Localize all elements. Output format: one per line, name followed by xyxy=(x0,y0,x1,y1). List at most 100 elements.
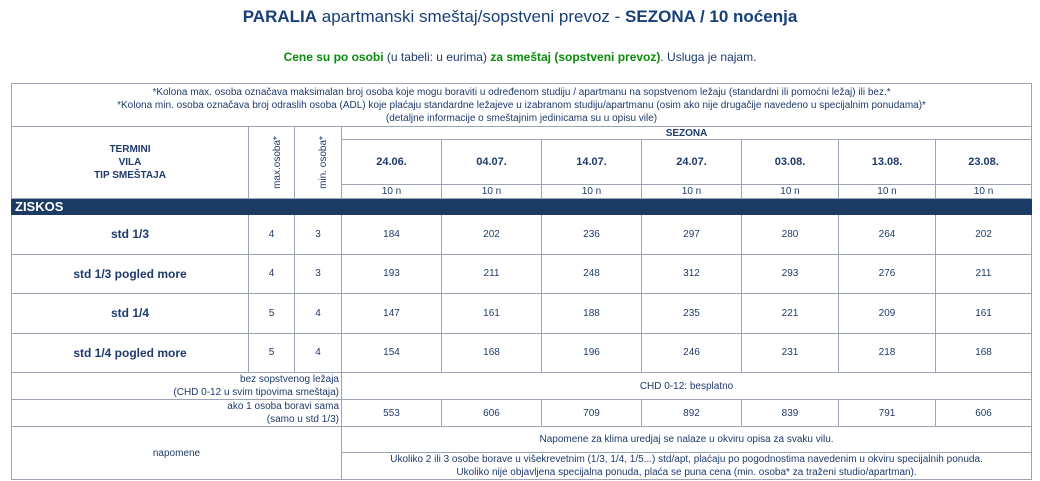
header-vila: VILA xyxy=(118,157,142,168)
nights-row: 10 n 10 n 10 n 10 n 10 n 10 n 10 n xyxy=(12,184,1033,199)
price-cell: 209 xyxy=(838,293,936,334)
price-cell: 553 xyxy=(341,399,442,427)
room-name: std 1/4 xyxy=(11,293,249,334)
table-row: std 1/4 5 4 147 161 188 235 221 209 161 xyxy=(11,293,1033,334)
date-cell: 13.08. xyxy=(838,139,936,185)
title-season: SEZONA / 10 noćenja xyxy=(625,7,798,26)
header-left-cell: TERMINI VILA TIP SMEŠTAJA xyxy=(11,126,249,199)
price-cell: 264 xyxy=(838,214,936,255)
chd-label: bez sopstvenog ležaja (CHD 0-12 u svim t… xyxy=(11,372,342,400)
price-cell: 312 xyxy=(641,253,742,294)
date-cell: 24.07. xyxy=(641,139,742,185)
nights-cell: 10 n xyxy=(441,184,542,199)
price-cell: 231 xyxy=(741,332,839,373)
room-min: 3 xyxy=(294,253,342,294)
price-cell: 246 xyxy=(641,332,742,373)
table-row: std 1/4 pogled more 5 4 154 168 196 246 … xyxy=(11,332,1033,373)
price-cell: 839 xyxy=(741,399,839,427)
section-row: ZISKOS xyxy=(10,198,1033,215)
section-title: ZISKOS xyxy=(10,198,1033,215)
subtitle-normal-1: (u tabeli: u eurima) xyxy=(383,50,491,64)
chd-value: CHD 0-12: besplatno xyxy=(340,372,1033,400)
page-title: PARALIA apartmanski smeštaj/sopstveni pr… xyxy=(0,7,1040,27)
price-cell: 892 xyxy=(641,399,742,427)
season-header-row: TERMINI VILA TIP SMEŠTAJA max.osoba* min… xyxy=(11,126,1033,199)
remarks-label: napomene xyxy=(11,426,342,480)
subtitle-green-1: Cene su po osobi xyxy=(283,50,384,64)
remarks-row-1: napomene Napomene za klima uredjaj se na… xyxy=(11,426,1033,480)
remarks-line-3: Ukoliko nije objavljena specijalna ponud… xyxy=(456,467,917,478)
price-cell: 161 xyxy=(934,293,1033,334)
price-cell: 193 xyxy=(341,253,442,294)
price-cell: 791 xyxy=(838,399,936,427)
price-cell: 709 xyxy=(541,399,642,427)
price-cell: 606 xyxy=(934,399,1033,427)
price-cell: 248 xyxy=(541,253,642,294)
price-cell: 154 xyxy=(341,332,442,373)
date-cell: 03.08. xyxy=(741,139,839,185)
notes-cell: *Kolona max. osoba označava maksimalan b… xyxy=(10,83,1033,127)
nights-cell: 10 n xyxy=(934,184,1033,199)
date-cell: 24.06. xyxy=(341,139,442,185)
room-max: 5 xyxy=(248,293,295,334)
price-cell: 297 xyxy=(641,214,742,255)
subtitle-green-2: za smeštaj (sopstveni prevoz) xyxy=(490,50,661,64)
note-max: *Kolona max. osoba označava maksimalan b… xyxy=(152,86,891,98)
header-tip: TIP SMEŠTAJA xyxy=(94,170,166,181)
price-subtitle: Cene su po osobi (u tabeli: u eurima) za… xyxy=(0,50,1040,64)
nights-cell: 10 n xyxy=(838,184,936,199)
price-cell: 202 xyxy=(441,214,542,255)
note-min: *Kolona min. osoba označava broj odrasli… xyxy=(117,99,926,111)
price-cell: 235 xyxy=(641,293,742,334)
price-cell: 168 xyxy=(441,332,542,373)
note-details: (detaljne informacije o smeštajnim jedin… xyxy=(385,112,658,124)
price-cell: 211 xyxy=(441,253,542,294)
remarks-line-1: Napomene za klima uredjaj se nalaze u ok… xyxy=(340,426,1033,453)
price-cell: 218 xyxy=(838,332,936,373)
notes-row: *Kolona max. osoba označava maksimalan b… xyxy=(10,83,1033,127)
price-cell: 168 xyxy=(934,332,1033,373)
single-label: ako 1 osoba boravi sama (samo u std 1/3) xyxy=(11,399,342,427)
price-cell: 184 xyxy=(341,214,442,255)
header-min-persons: min. osoba* xyxy=(294,126,342,199)
room-min: 4 xyxy=(294,332,342,373)
price-cell: 202 xyxy=(934,214,1033,255)
price-cell: 280 xyxy=(741,214,839,255)
table-row: std 1/3 pogled more 4 3 193 211 248 312 … xyxy=(11,253,1033,294)
room-name: std 1/3 xyxy=(11,214,249,255)
nights-cell: 10 n xyxy=(341,184,442,199)
price-cell: 161 xyxy=(441,293,542,334)
title-hotel: PARALIA xyxy=(242,7,318,26)
nights-cell: 10 n xyxy=(641,184,742,199)
room-min: 3 xyxy=(294,214,342,255)
nights-cell: 10 n xyxy=(741,184,839,199)
room-max: 5 xyxy=(248,332,295,373)
price-cell: 221 xyxy=(741,293,839,334)
room-name: std 1/3 pogled more xyxy=(11,253,249,294)
price-cell: 196 xyxy=(541,332,642,373)
price-cell: 293 xyxy=(741,253,839,294)
header-season: SEZONA xyxy=(340,126,1033,140)
remarks-lines-2: Ukoliko 2 ili 3 osobe borave u višekreve… xyxy=(340,452,1033,480)
subtitle-normal-2: . Usluga je najam. xyxy=(660,50,757,64)
header-termini: TERMINI xyxy=(109,144,151,155)
date-cell: 23.08. xyxy=(934,139,1033,185)
date-cell: 04.07. xyxy=(441,139,542,185)
price-table: *Kolona max. osoba označava maksimalan b… xyxy=(10,83,1033,480)
header-max-persons: max.osoba* xyxy=(248,126,295,199)
price-cell: 211 xyxy=(934,253,1033,294)
date-cell: 14.07. xyxy=(541,139,642,185)
room-max: 4 xyxy=(248,214,295,255)
room-name: std 1/4 pogled more xyxy=(11,332,249,373)
remarks-line-2: Ukoliko 2 ili 3 osobe borave u višekreve… xyxy=(390,454,983,465)
price-cell: 606 xyxy=(441,399,542,427)
price-cell: 236 xyxy=(541,214,642,255)
price-cell: 147 xyxy=(341,293,442,334)
title-description: apartmanski smeštaj/sopstveni prevoz - xyxy=(317,7,626,26)
dates-row: 24.06. 04.07. 14.07. 24.07. 03.08. 13.08… xyxy=(12,139,1033,185)
price-cell: 188 xyxy=(541,293,642,334)
chd-row: bez sopstvenog ležaja (CHD 0-12 u svim t… xyxy=(11,372,1033,400)
remarks-row-2: Ukoliko 2 ili 3 osobe borave u višekreve… xyxy=(12,452,1033,480)
single-row: ako 1 osoba boravi sama (samo u std 1/3)… xyxy=(11,399,1033,427)
price-cell: 276 xyxy=(838,253,936,294)
